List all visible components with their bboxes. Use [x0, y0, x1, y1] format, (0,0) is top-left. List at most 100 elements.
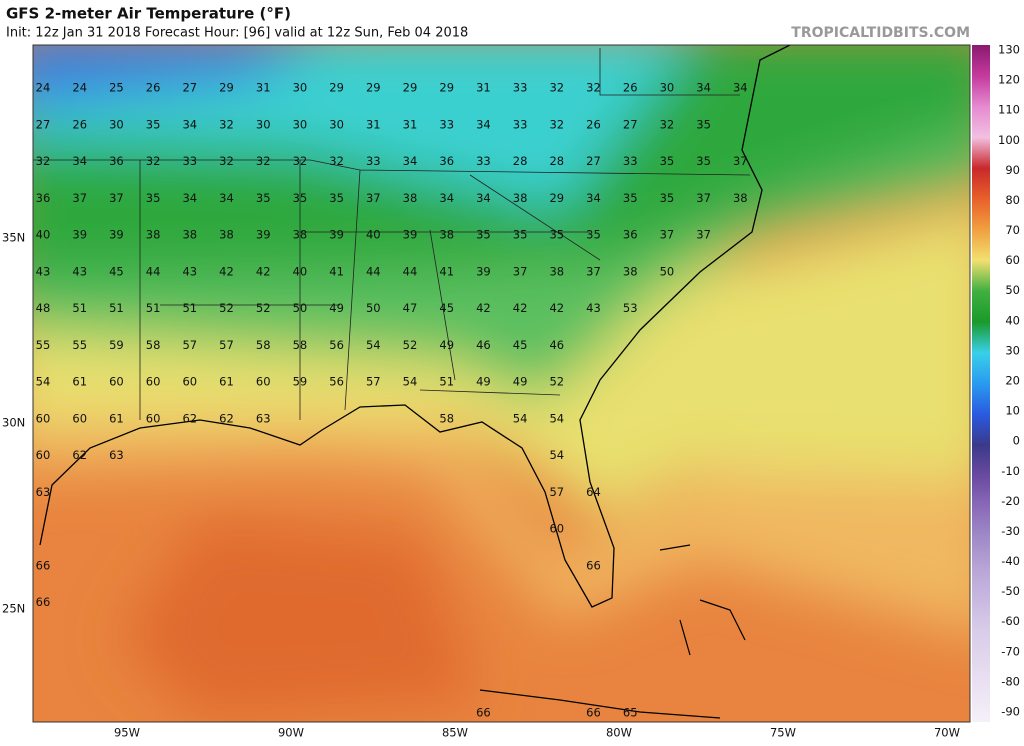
station-value: 60 [549, 522, 564, 536]
station-value: 66 [586, 705, 601, 719]
station-value: 40 [36, 228, 51, 242]
station-value: 43 [182, 264, 197, 278]
station-value: 26 [586, 117, 601, 131]
station-value: 62 [219, 411, 234, 425]
station-value: 35 [513, 228, 528, 242]
station-value: 34 [182, 117, 197, 131]
station-value: 57 [182, 338, 197, 352]
station-value: 51 [146, 301, 161, 315]
station-value: 44 [366, 264, 381, 278]
station-value: 65 [623, 705, 638, 719]
station-value: 31 [476, 81, 491, 95]
colorbar-label: 60 [1005, 253, 1020, 267]
station-value: 43 [586, 301, 601, 315]
station-value: 38 [439, 228, 454, 242]
station-value: 58 [256, 338, 271, 352]
colorbar-label: 30 [1005, 343, 1020, 357]
station-value: 37 [72, 191, 87, 205]
station-value: 63 [36, 485, 51, 499]
station-value: 54 [549, 411, 564, 425]
station-value: 66 [36, 595, 51, 609]
axis-labels: 35N 30N 25N 95W 90W 85W 80W 75W 70W [2, 231, 960, 740]
field-hot [120, 520, 480, 720]
station-value: 45 [513, 338, 528, 352]
station-value: 33 [476, 154, 491, 168]
station-value: 26 [72, 117, 87, 131]
station-value: 50 [366, 301, 381, 315]
station-value: 33 [182, 154, 197, 168]
colorbar-label: 100 [998, 133, 1020, 147]
station-value: 56 [329, 338, 344, 352]
station-value: 61 [219, 375, 234, 389]
station-value: 51 [182, 301, 197, 315]
station-value: 55 [36, 338, 51, 352]
colorbar-label: -50 [1001, 584, 1020, 598]
station-value: 39 [72, 228, 87, 242]
station-value: 28 [513, 154, 528, 168]
station-value: 30 [329, 117, 344, 131]
station-value: 35 [256, 191, 271, 205]
station-value: 30 [109, 117, 124, 131]
station-value: 43 [36, 264, 51, 278]
station-value: 51 [109, 301, 124, 315]
station-value: 39 [403, 228, 418, 242]
station-value: 29 [439, 81, 454, 95]
station-value: 30 [293, 81, 308, 95]
station-value: 29 [329, 81, 344, 95]
colorbar-label: 80 [1005, 193, 1020, 207]
station-value: 32 [329, 154, 344, 168]
station-value: 51 [439, 375, 454, 389]
map: 24 24 25 26 27 29 31 30 29 29 29 29 31 33 32 32 26 30 34 34… [33, 45, 970, 722]
station-value: 35 [549, 228, 564, 242]
station-value: 58 [146, 338, 161, 352]
station-value: 34 [403, 154, 418, 168]
station-value: 29 [549, 191, 564, 205]
colorbar-label: 20 [1005, 374, 1020, 388]
station-value: 33 [439, 117, 454, 131]
station-value: 32 [660, 117, 675, 131]
colorbar-label: 70 [1005, 223, 1020, 237]
station-value: 35 [146, 117, 161, 131]
lat-label: 30N [2, 416, 25, 430]
station-value: 34 [476, 191, 491, 205]
station-value: 56 [329, 375, 344, 389]
station-value: 37 [366, 191, 381, 205]
station-value: 44 [403, 264, 418, 278]
station-value: 60 [36, 411, 51, 425]
station-value: 32 [586, 81, 601, 95]
station-value: 32 [549, 81, 564, 95]
station-value: 39 [476, 264, 491, 278]
station-value: 27 [586, 154, 601, 168]
station-value: 60 [146, 411, 161, 425]
lat-label: 35N [2, 231, 25, 245]
station-value: 41 [439, 264, 454, 278]
station-value: 34 [733, 81, 748, 95]
station-value: 54 [366, 338, 381, 352]
station-value: 35 [146, 191, 161, 205]
station-value: 63 [256, 411, 271, 425]
station-value: 42 [513, 301, 528, 315]
station-value: 32 [219, 117, 234, 131]
station-value: 27 [182, 81, 197, 95]
station-value: 52 [219, 301, 234, 315]
colorbar-label: -70 [1001, 644, 1020, 658]
station-value: 55 [72, 338, 87, 352]
station-value: 37 [660, 228, 675, 242]
station-value: 35 [660, 191, 675, 205]
station-value: 40 [293, 264, 308, 278]
station-value: 49 [513, 375, 528, 389]
station-value: 42 [549, 301, 564, 315]
station-value: 29 [403, 81, 418, 95]
colorbar-label: -10 [1001, 464, 1020, 478]
station-value: 35 [586, 228, 601, 242]
station-value: 38 [549, 264, 564, 278]
station-value: 54 [513, 411, 528, 425]
station-value: 63 [109, 448, 124, 462]
station-value: 54 [403, 375, 418, 389]
lon-label: 95W [114, 726, 140, 740]
station-value: 50 [660, 264, 675, 278]
station-value: 57 [549, 485, 564, 499]
station-value: 58 [293, 338, 308, 352]
station-value: 66 [586, 558, 601, 572]
station-value: 30 [256, 117, 271, 131]
